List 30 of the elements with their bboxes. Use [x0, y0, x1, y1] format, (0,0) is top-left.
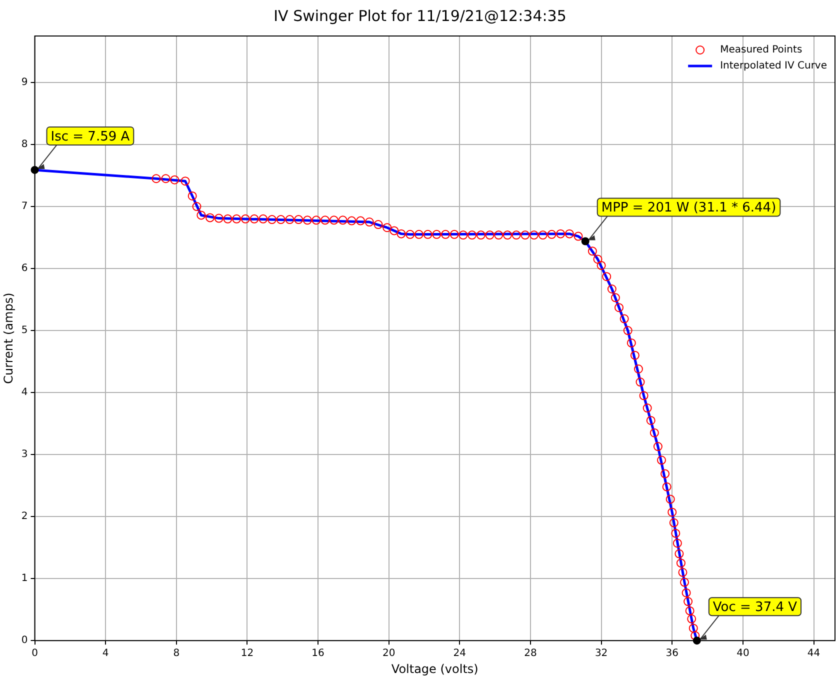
y-tick-label: 3: [21, 449, 28, 460]
y-tick-label: 7: [21, 201, 28, 212]
y-tick-label: 6: [21, 263, 28, 274]
x-tick-label: 44: [807, 648, 820, 660]
y-tick-label: 9: [21, 77, 28, 88]
x-tick-label: 16: [312, 648, 324, 660]
x-tick-label: 40: [736, 648, 750, 660]
x-tick-label: 8: [173, 648, 180, 660]
y-tick-label: 8: [21, 139, 28, 150]
x-tick-label: 0: [32, 648, 38, 660]
legend-label: Measured Points: [720, 44, 802, 56]
legend-label: Interpolated IV Curve: [720, 60, 828, 72]
x-tick-label: 24: [453, 648, 466, 660]
x-axis-title: Voltage (volts): [391, 662, 478, 676]
x-tick-label: 36: [666, 648, 678, 660]
y-tick-label: 2: [21, 511, 28, 522]
y-tick-label: 4: [21, 387, 28, 398]
x-tick-label: 4: [102, 648, 109, 660]
x-tick-label: 12: [240, 648, 254, 660]
annotation: Voc = 37.4 V: [712, 600, 798, 615]
x-tick-label: 32: [594, 648, 608, 660]
y-tick-label: 1: [21, 573, 28, 584]
chart-title: IV Swinger Plot for 11/19/21@12:34:35: [274, 6, 566, 25]
y-tick-label: 5: [21, 325, 28, 336]
y-tick-label: 0: [21, 635, 28, 646]
x-tick-label: 28: [524, 648, 537, 660]
y-axis-title: Current (amps): [1, 292, 16, 384]
annotation: MPP = 201 W (31.1 * 6.44): [601, 200, 776, 216]
x-tick-label: 20: [382, 648, 396, 660]
annotation: Isc = 7.59 A: [50, 129, 130, 144]
